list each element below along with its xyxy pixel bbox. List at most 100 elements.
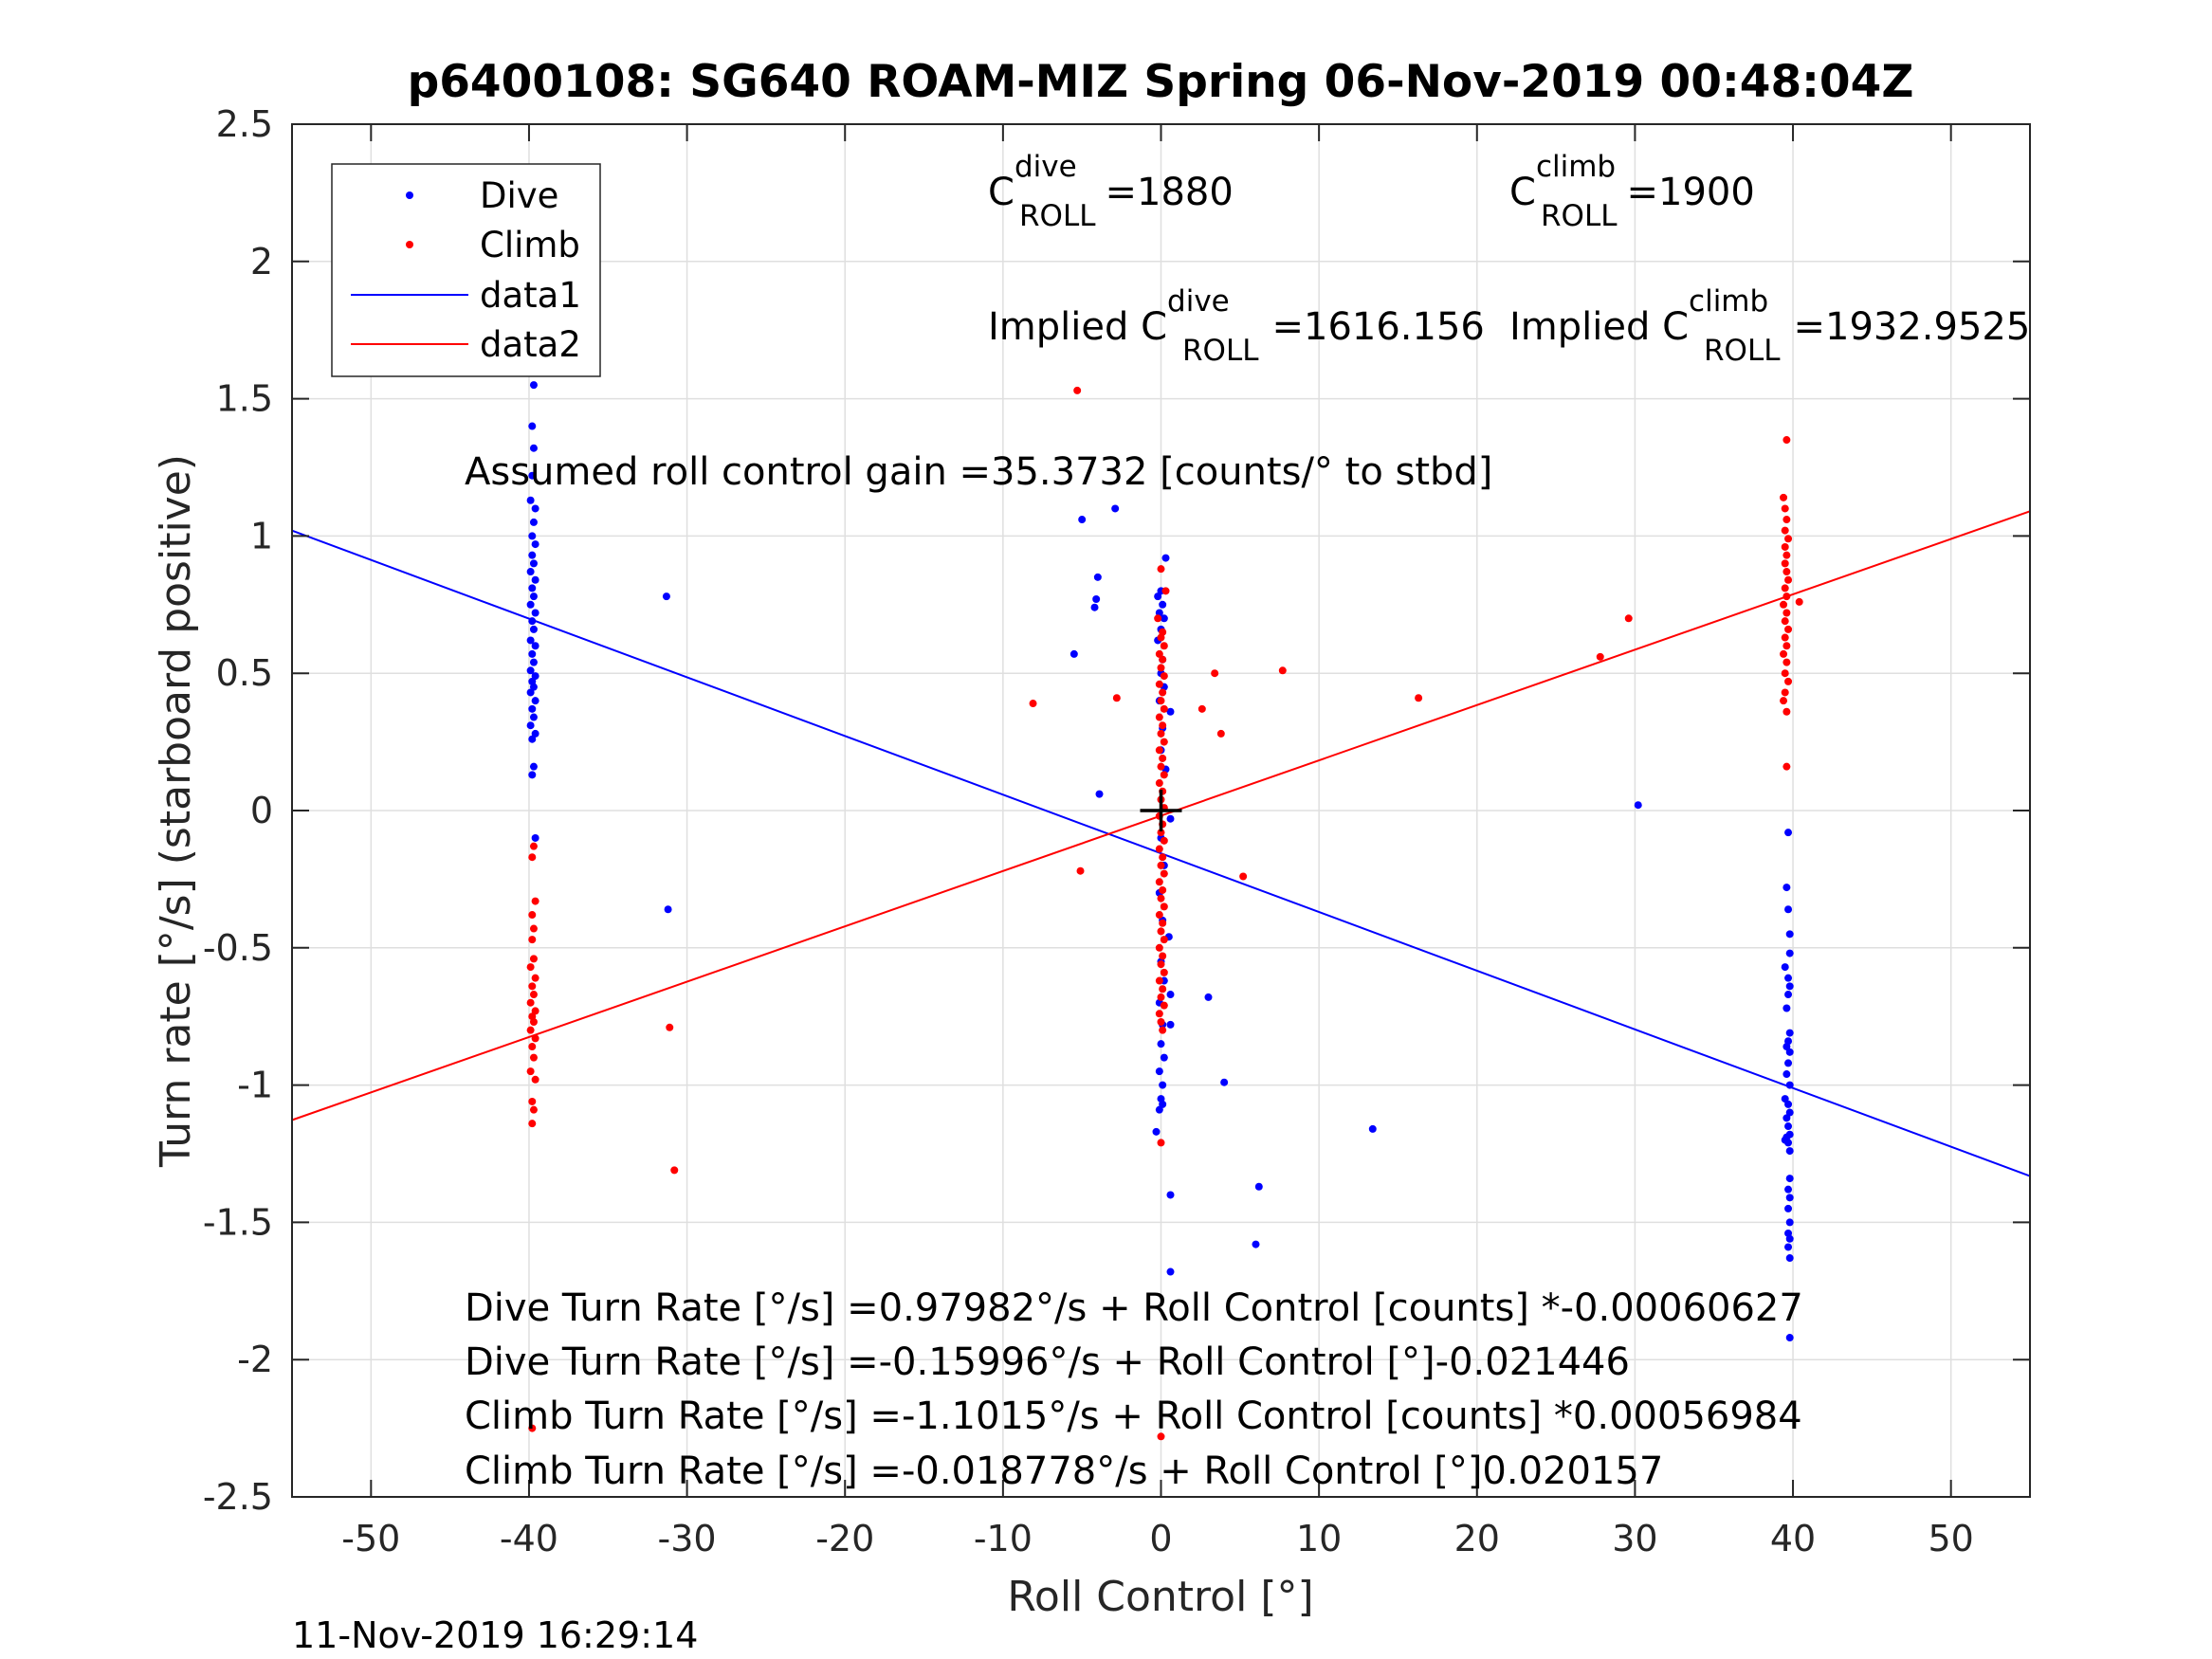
climb-point — [1780, 697, 1788, 705]
climb-point — [1211, 669, 1219, 678]
climb-equation-counts: Climb Turn Rate [°/s] =-1.1015°/s + Roll… — [465, 1395, 1802, 1438]
timestamp: 11-Nov-2019 16:29:14 — [292, 1614, 698, 1656]
climb-point — [1784, 677, 1793, 685]
climb-point — [1782, 568, 1791, 576]
dive-point — [1784, 905, 1793, 914]
climb-point — [1782, 516, 1791, 524]
climb-point — [1155, 680, 1163, 688]
climb-point — [1159, 853, 1167, 862]
dive-point — [1220, 1078, 1229, 1086]
y-tick-label: 2 — [250, 241, 273, 283]
climb-point — [1155, 779, 1163, 788]
dive-point — [1204, 993, 1213, 1001]
climb-point — [1157, 861, 1165, 869]
climb-point — [529, 991, 538, 999]
climb-point — [1781, 504, 1789, 513]
x-tick-label: 10 — [1296, 1518, 1342, 1559]
climb-point — [1160, 936, 1168, 944]
climb-point — [1155, 713, 1163, 721]
climb-point — [1159, 754, 1167, 762]
y-tick-label: -0.5 — [203, 927, 273, 969]
legend-data1-label: data1 — [480, 275, 581, 316]
dive-point — [1166, 814, 1175, 823]
dive-point — [526, 496, 535, 504]
dive-point — [531, 609, 539, 617]
climb-point — [1782, 592, 1791, 601]
dive-point — [528, 617, 537, 626]
climb-point — [1157, 762, 1165, 771]
climb-point — [1781, 526, 1789, 535]
climb-point — [1155, 943, 1163, 952]
climb-point — [1155, 1010, 1163, 1018]
climb-point — [529, 1105, 538, 1114]
climb-point — [1782, 551, 1791, 559]
climb-point — [1624, 614, 1633, 623]
climb-point — [1239, 872, 1248, 881]
climb-point — [529, 1053, 538, 1062]
dive-point — [664, 905, 672, 914]
y-tick-label: -2.5 — [203, 1476, 273, 1518]
implied-climb-sub: ROLL — [1704, 334, 1781, 368]
y-tick-labels: 2.5 2 1.5 1 0.5 0 -0.5 -1 -1.5 -2 -2.5 — [203, 103, 273, 1518]
dive-point — [1784, 1243, 1793, 1251]
climb-point — [1780, 600, 1788, 609]
climb-point — [1415, 694, 1423, 702]
c-dive-sup: dive — [1015, 150, 1077, 184]
dive-point — [1785, 1029, 1794, 1037]
climb-point — [1155, 649, 1163, 658]
climb-point — [1160, 1001, 1168, 1010]
dive-point — [1785, 1147, 1794, 1156]
climb-point — [529, 1017, 538, 1026]
dive-point — [526, 600, 535, 609]
implied-climb-annotation: Implied Cclimb ROLL =1932.9525 — [1509, 284, 2030, 368]
dive-point — [528, 551, 537, 559]
climb-point — [528, 1120, 537, 1128]
dive-point — [1784, 974, 1793, 982]
dive-point — [1784, 1100, 1793, 1108]
climb-point — [529, 842, 538, 850]
legend-data2-label: data2 — [480, 324, 581, 365]
dive-point — [1254, 1182, 1263, 1191]
climb-point — [1159, 688, 1167, 697]
implied-dive-sub: ROLL — [1182, 334, 1259, 368]
dive-equation-counts: Dive Turn Rate [°/s] =0.97982°/s + Roll … — [465, 1286, 1803, 1330]
climb-point — [531, 1075, 539, 1084]
y-tick-label: -1 — [237, 1065, 273, 1106]
dive-point — [1155, 1067, 1163, 1076]
climb-point — [1157, 894, 1165, 902]
x-tick-label: 20 — [1454, 1518, 1500, 1559]
implied-dive-value: =1616.156 — [1271, 305, 1484, 349]
dive-point — [529, 625, 538, 633]
dive-point — [528, 422, 537, 430]
climb-point — [1157, 664, 1165, 672]
climb-point — [529, 924, 538, 933]
climb-point — [531, 1007, 539, 1015]
dive-point — [662, 592, 670, 601]
climb-point — [531, 974, 539, 982]
climb-point — [531, 1034, 539, 1043]
dive-point — [1155, 1105, 1163, 1114]
dive-point — [1111, 504, 1120, 513]
dive-point — [1090, 603, 1099, 611]
dive-point — [1782, 884, 1791, 892]
dive-point — [1159, 600, 1167, 609]
dive-point — [1782, 1114, 1791, 1122]
climb-point — [1073, 386, 1082, 394]
dive-point — [1785, 1194, 1794, 1202]
climb-point — [528, 936, 537, 944]
climb-point — [1160, 704, 1168, 713]
climb-point — [1159, 952, 1167, 960]
c-dive-value: =1880 — [1105, 171, 1233, 214]
dive-point — [1785, 1218, 1794, 1227]
dive-point — [531, 575, 539, 584]
climb-point — [1159, 885, 1167, 894]
y-tick-label: 1 — [250, 515, 273, 556]
dive-point — [529, 518, 538, 526]
climb-point — [1781, 669, 1789, 678]
dive-point — [1166, 1020, 1175, 1029]
dive-point — [1160, 614, 1168, 623]
climb-point — [1784, 535, 1793, 543]
dive-point — [1152, 1127, 1161, 1136]
dive-point — [1095, 790, 1104, 798]
